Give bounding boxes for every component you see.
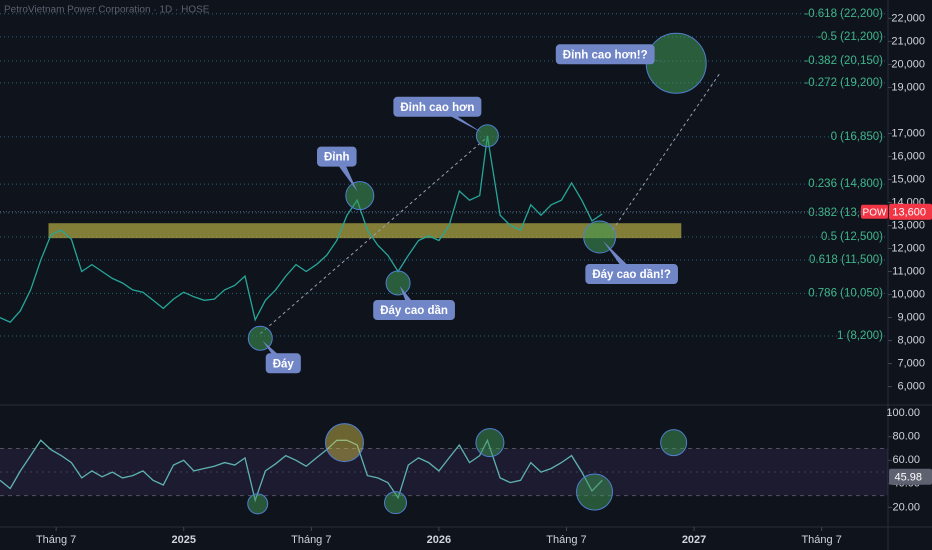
callout-box — [373, 300, 455, 321]
series-line — [0, 438, 603, 503]
support-zone — [48, 223, 682, 239]
x-tick-label: 2025 — [171, 534, 195, 546]
rsi-marker — [576, 473, 614, 511]
chart-title: PetroVietnam Power Corporation · 1D · HO… — [4, 5, 210, 16]
callout-label: Đỉnh cao hơn!? — [563, 49, 648, 61]
y-tick-label: 80.00 — [892, 431, 920, 443]
y-tick-label: 60.00 — [892, 454, 920, 466]
y-tick-label: 22,000 — [891, 12, 925, 24]
callout-box — [265, 353, 301, 374]
y-tick-label: 11,000 — [892, 265, 925, 277]
price-tag-label: 13,600 — [892, 207, 926, 219]
x-tick-label: Tháng 7 — [36, 534, 76, 546]
y-tick-label: 13,000 — [891, 219, 925, 231]
callout-circle — [583, 220, 617, 254]
callout-box — [585, 264, 678, 285]
x-tick-label: 2026 — [427, 534, 451, 546]
series-line — [0, 135, 603, 323]
callout-label: Đáy cao dần — [380, 305, 448, 317]
callout-circle — [385, 270, 411, 296]
rsi-tag — [889, 468, 932, 485]
x-tick-label: Tháng 7 — [801, 534, 841, 546]
fib-label: -0.5 (21,200) — [817, 31, 883, 43]
y-tick-label: 10,000 — [891, 288, 925, 300]
callout-box — [393, 96, 482, 117]
callout-label: Đỉnh — [324, 152, 350, 164]
y-tick-label: 19,000 — [891, 81, 925, 93]
y-tick-label: 8,000 — [897, 334, 925, 346]
fib-label: 0.5 (12,500) — [821, 231, 883, 243]
y-tick-label: 7,000 — [897, 357, 925, 369]
callout-circle — [475, 124, 499, 148]
fib-label: -0.382 (20,150) — [804, 55, 883, 67]
fib-label: 0.786 (10,050) — [808, 287, 883, 299]
rsi-tag-label: 45.98 — [894, 472, 922, 484]
symbol-tag-label: POW — [863, 207, 887, 218]
callout-box — [555, 44, 655, 65]
fib-label: 1 (8,200) — [837, 330, 883, 342]
y-tick-label: 20,000 — [891, 58, 925, 70]
y-tick-label: 21,000 — [891, 35, 925, 47]
rsi-marker — [384, 491, 408, 515]
rsi-marker — [660, 429, 688, 457]
y-tick-label: 12,000 — [891, 242, 925, 254]
fib-label: -0.272 (19,200) — [804, 77, 883, 89]
y-tick-label: 9,000 — [897, 311, 925, 323]
fib-label: 0 (16,850) — [831, 131, 884, 143]
fib-label: 0.618 (11,500) — [809, 254, 883, 266]
y-tick-label: 100.00 — [886, 407, 920, 419]
rsi-marker — [324, 423, 364, 463]
x-tick-label: 2027 — [682, 534, 706, 546]
rsi-band — [0, 448, 888, 496]
x-tick-label: Tháng 7 — [546, 534, 586, 546]
callout-circle — [645, 32, 707, 94]
fib-label: 0.236 (14,800) — [808, 178, 883, 190]
y-tick-label: 20.00 — [892, 501, 920, 513]
y-tick-label: 16,000 — [891, 150, 925, 162]
trendline — [612, 73, 720, 231]
rsi-marker — [247, 493, 269, 515]
y-tick-label: 15,000 — [891, 173, 925, 185]
callout-label: Đáy — [273, 358, 295, 370]
y-tick-label: 6,000 — [897, 380, 925, 392]
callout-circle — [345, 181, 375, 211]
fib-label: -0.618 (22,200) — [804, 8, 883, 20]
trendline — [259, 136, 488, 335]
callout-pointer — [331, 156, 358, 192]
x-tick-label: Tháng 7 — [291, 534, 331, 546]
price-tag — [889, 203, 932, 220]
callout-box — [317, 146, 357, 167]
y-tick-label: 17,000 — [891, 127, 925, 139]
symbol-tag — [861, 204, 888, 219]
callout-label: Đỉnh cao hơn — [400, 102, 474, 114]
callout-label: Đáy cao dần!? — [592, 269, 671, 281]
rsi-marker — [475, 428, 505, 458]
callout-pointer — [262, 340, 289, 364]
